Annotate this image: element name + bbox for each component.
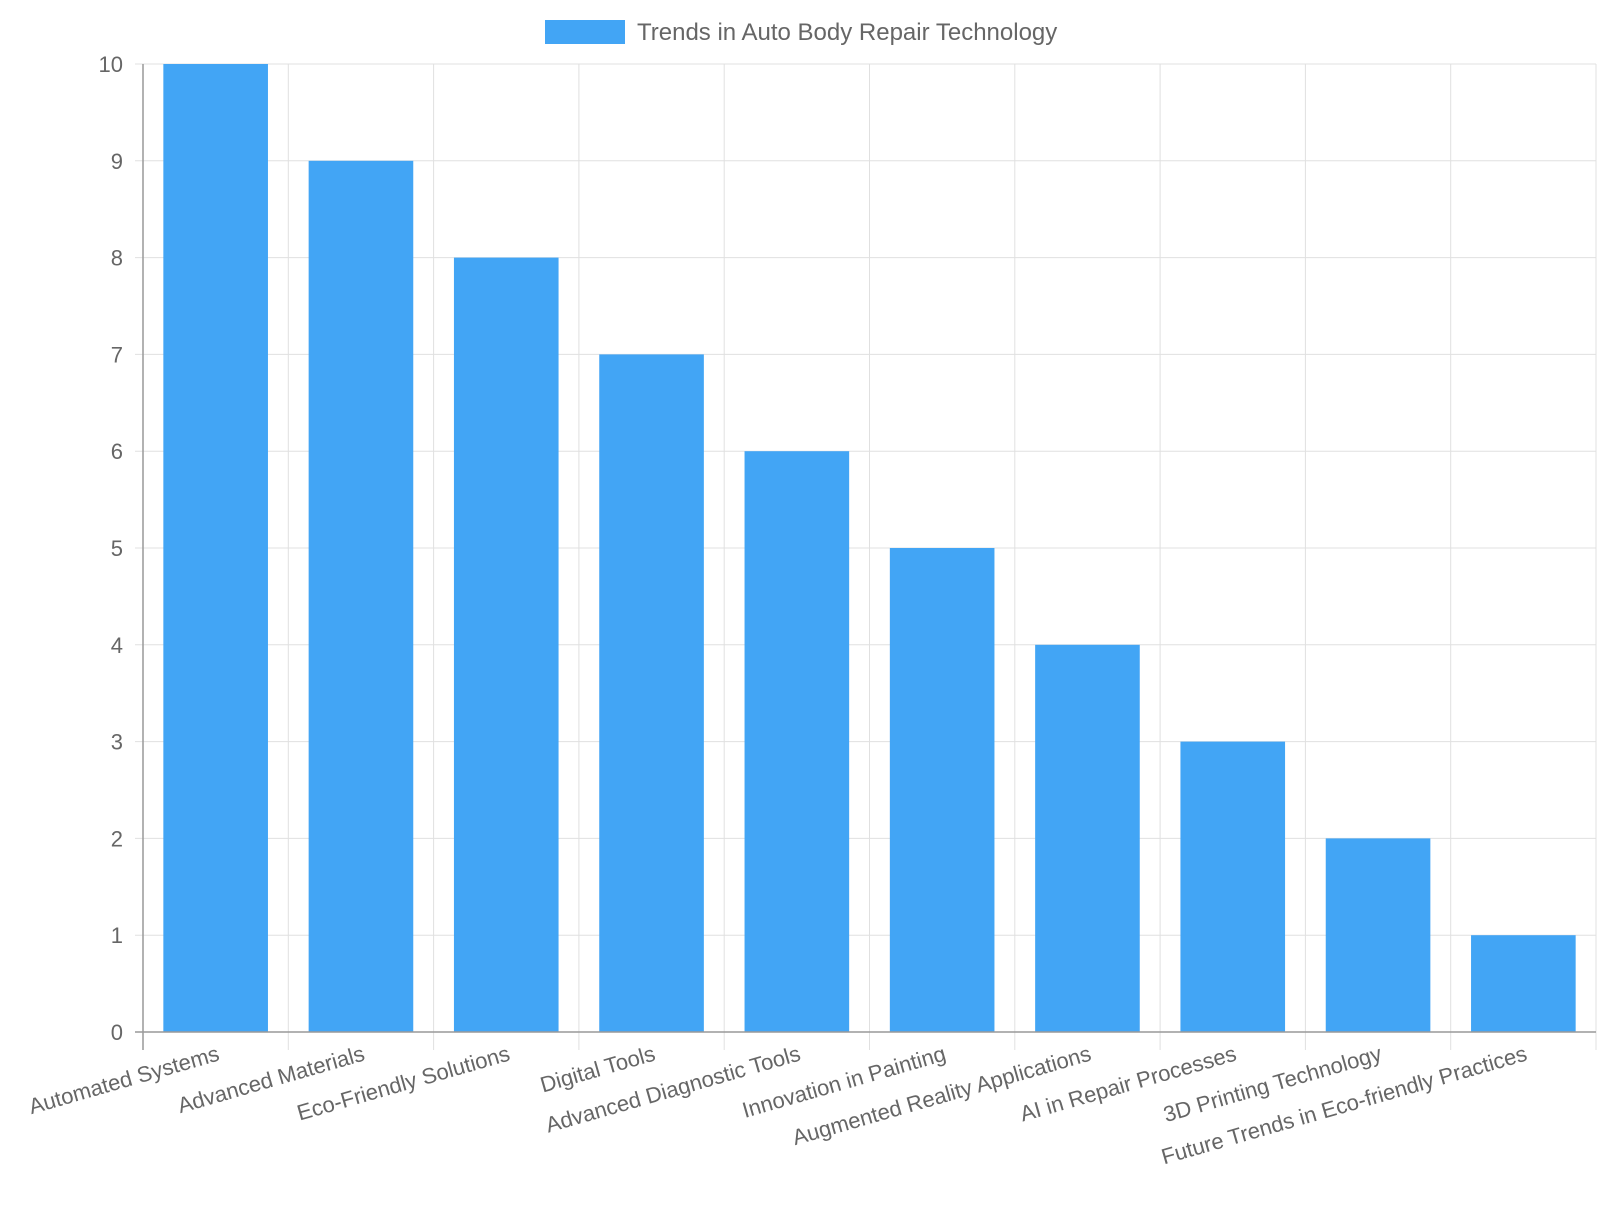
y-axis-ticks: 0 1 2 3 4 5 6 7 8 9 10 xyxy=(99,52,123,1045)
y-tick-label: 5 xyxy=(111,536,123,561)
x-tick-label: Advanced Diagnostic Tools xyxy=(543,1041,803,1138)
bar-7[interactable] xyxy=(1035,644,1140,1032)
y-tick-label: 3 xyxy=(111,730,123,755)
y-tick-label: 2 xyxy=(111,826,123,851)
bar-8[interactable] xyxy=(1180,741,1286,1032)
y-tick-label: 1 xyxy=(111,923,123,948)
bar-5[interactable] xyxy=(744,451,850,1032)
y-tick-label: 9 xyxy=(111,149,123,174)
y-tick-label: 4 xyxy=(111,633,123,658)
y-tick-label: 0 xyxy=(111,1020,123,1045)
bar-1[interactable] xyxy=(163,64,268,1032)
bar-10[interactable] xyxy=(1471,935,1576,1032)
bar-9[interactable] xyxy=(1325,838,1431,1032)
y-tick-label: 6 xyxy=(111,439,123,464)
bar-4[interactable] xyxy=(599,354,704,1032)
bars xyxy=(163,64,1576,1033)
legend-swatch[interactable] xyxy=(545,20,625,44)
bar-2[interactable] xyxy=(308,160,414,1033)
bar-3[interactable] xyxy=(453,257,559,1033)
y-tick-label: 10 xyxy=(99,52,123,77)
y-tick-label: 8 xyxy=(111,246,123,271)
bar-6[interactable] xyxy=(889,548,995,1032)
legend[interactable]: Trends in Auto Body Repair Technology xyxy=(545,19,1057,46)
legend-label[interactable]: Trends in Auto Body Repair Technology xyxy=(637,19,1057,46)
axes xyxy=(135,64,1596,1050)
y-tick-label: 7 xyxy=(111,342,123,367)
